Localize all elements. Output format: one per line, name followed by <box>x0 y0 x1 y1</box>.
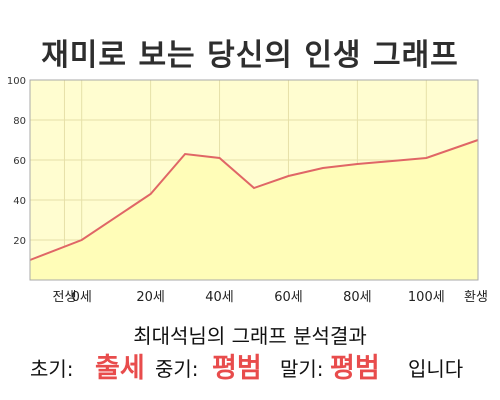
early-label: 초기: <box>30 357 74 381</box>
x-tick-label: 0세 <box>72 290 92 305</box>
x-tick-label: 전생 <box>53 290 77 305</box>
mid-value: 평범 <box>212 353 262 384</box>
analysis-subtitle: 최대석님의 그래프 분석결과 <box>133 324 367 348</box>
early-value: 출세 <box>95 353 145 384</box>
x-tick-label: 80세 <box>343 290 372 305</box>
mid-label: 중기: <box>155 357 199 381</box>
ending-text: 입니다 <box>408 357 464 381</box>
plot-frame <box>29 79 479 281</box>
y-tick-label: 100 <box>7 76 26 87</box>
y-tick-label: 80 <box>13 116 26 127</box>
late-value: 평범 <box>330 353 380 384</box>
life-area <box>30 140 478 280</box>
analysis-result: 초기: 출세 중기: 평범 말기: 평범 입니다 <box>0 345 500 385</box>
y-tick-label: 20 <box>13 236 26 247</box>
y-axis-labels: 20 40 60 80 100 <box>7 76 26 247</box>
y-tick-label: 40 <box>13 196 26 207</box>
x-tick-label: 환생 <box>464 290 488 305</box>
page-title: 재미로 보는 당신의 인생 그래프 <box>41 38 459 73</box>
x-tick-label: 60세 <box>274 290 303 305</box>
x-tick-label: 100세 <box>408 290 445 305</box>
y-tick-label: 60 <box>13 156 26 167</box>
life-line <box>29 139 479 261</box>
late-label: 말기: <box>280 357 324 381</box>
x-tick-label: 40세 <box>205 290 234 305</box>
x-tick-label: 20세 <box>136 290 165 305</box>
